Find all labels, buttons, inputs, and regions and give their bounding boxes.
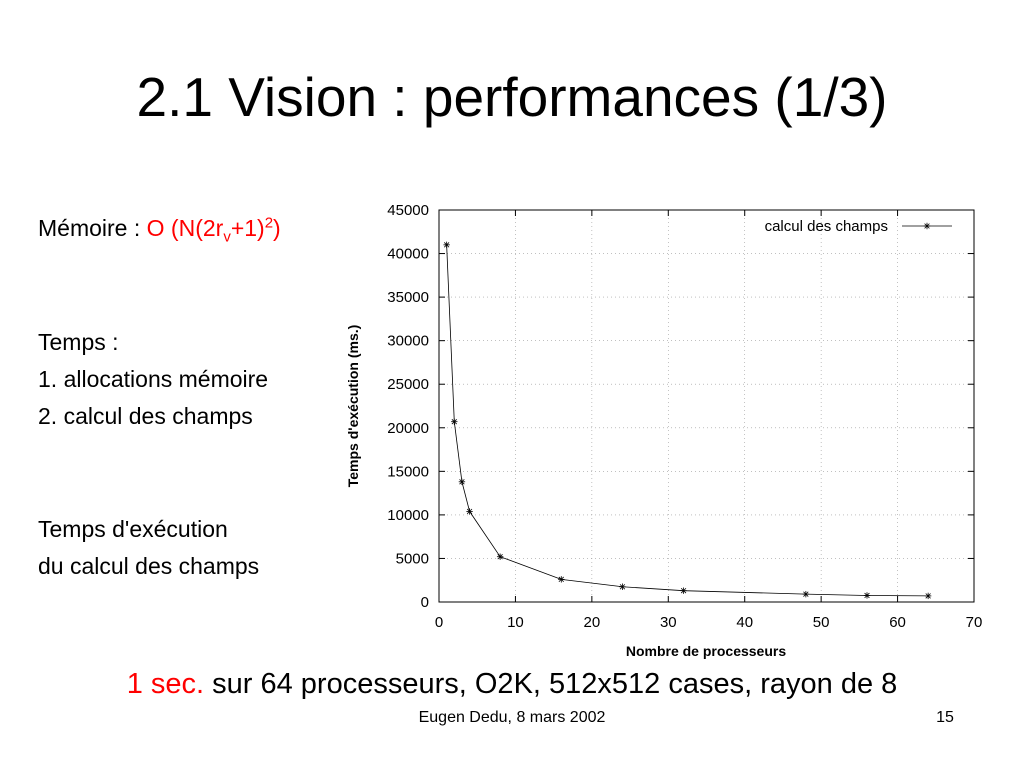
data-point bbox=[923, 222, 931, 230]
summary-highlight: 1 sec. bbox=[126, 668, 205, 700]
y-tick-label: 40000 bbox=[387, 246, 429, 263]
x-tick-label: 70 bbox=[966, 614, 983, 631]
data-point bbox=[458, 478, 466, 485]
chart-legend: calcul des champs bbox=[765, 218, 952, 235]
x-tick-label: 30 bbox=[660, 614, 677, 631]
y-tick-label: 45000 bbox=[387, 202, 429, 219]
summary-text: sur 64 processeurs, O2K, 512x512 cases, … bbox=[204, 668, 898, 700]
exec-caption-line-1: Temps d'exécution bbox=[38, 516, 228, 542]
x-tick-label: 20 bbox=[584, 614, 601, 631]
x-tick-label: 40 bbox=[736, 614, 753, 631]
y-tick-label: 20000 bbox=[387, 420, 429, 437]
formula-subscript: v bbox=[223, 228, 231, 246]
data-point bbox=[619, 583, 626, 590]
data-point bbox=[496, 553, 504, 560]
data-point bbox=[558, 576, 565, 583]
x-axis-title: Nombre de processeurs bbox=[626, 643, 786, 659]
series-line bbox=[446, 244, 929, 597]
data-point bbox=[680, 587, 687, 594]
y-tick-label: 15000 bbox=[387, 463, 429, 480]
exec-caption-line-2: du calcul des champs bbox=[38, 553, 260, 579]
y-tick-label: 25000 bbox=[387, 376, 429, 393]
y-tick-label: 10000 bbox=[387, 507, 429, 524]
chart-ticks: 0 10 20 30 40 50 60 70 0 5000 10000 15000 20000 25000… bbox=[387, 202, 982, 631]
y-tick-label: 30000 bbox=[387, 333, 429, 350]
data-point bbox=[802, 590, 810, 598]
x-tick-label: 10 bbox=[507, 614, 524, 631]
formula-superscript: 2 bbox=[264, 214, 274, 232]
data-point bbox=[924, 592, 932, 600]
y-tick-label: 35000 bbox=[387, 289, 429, 306]
data-point bbox=[466, 508, 473, 515]
data-point bbox=[451, 418, 458, 425]
y-axis-title: Temps d'exécution (ms.) bbox=[345, 325, 361, 488]
formula-part-c: ) bbox=[273, 215, 281, 241]
time-item-fields: 2. calcul des champs bbox=[38, 403, 253, 429]
x-tick-label: 0 bbox=[435, 614, 443, 631]
memory-label: Mémoire : bbox=[38, 215, 147, 241]
footer-author: Eugen Dedu, 8 mars 2002 bbox=[418, 709, 606, 726]
slide-title: 2.1 Vision : performances (1/3) bbox=[136, 66, 888, 128]
time-item-allocations: 1. allocations mémoire bbox=[38, 366, 269, 392]
formula-part-a: O (N(2r bbox=[146, 215, 224, 241]
legend-marker bbox=[923, 222, 931, 230]
data-point bbox=[863, 592, 871, 599]
summary-line: 1 sec. sur 64 processeurs, O2K, 512x512 … bbox=[0, 666, 1024, 702]
chart-grid bbox=[439, 210, 974, 602]
x-tick-label: 50 bbox=[813, 614, 830, 631]
page-number: 15 bbox=[936, 709, 954, 726]
time-header: Temps : bbox=[38, 329, 119, 355]
formula-part-b: +1) bbox=[230, 215, 265, 241]
memory-formula: O (N(2rv+1)2) bbox=[146, 214, 281, 245]
chart-series bbox=[443, 241, 932, 600]
y-tick-label: 0 bbox=[421, 594, 429, 611]
y-tick-label: 5000 bbox=[396, 550, 429, 567]
legend-label: calcul des champs bbox=[765, 218, 888, 235]
memory-complexity: Mémoire : O (N(2rv+1)2) bbox=[38, 214, 281, 245]
data-point bbox=[443, 241, 450, 249]
x-tick-label: 60 bbox=[889, 614, 906, 631]
plot-frame bbox=[438, 209, 975, 603]
execution-time-chart: 0 10 20 30 40 50 60 70 0 5000 10000 15000 20000 25000… bbox=[345, 202, 982, 659]
